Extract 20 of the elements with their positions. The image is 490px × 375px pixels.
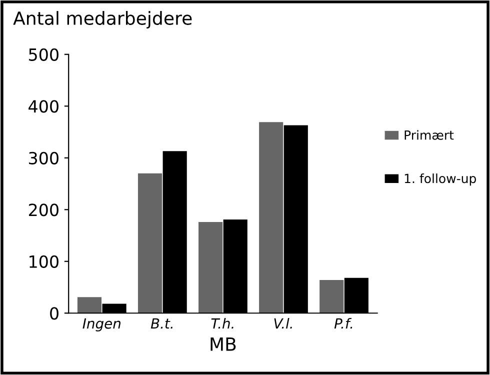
bar [138,173,162,314]
legend-label: 1. follow-up [404,174,476,186]
x-tick-label: V.l. [274,318,292,329]
y-tick-label: 0 [50,307,58,320]
y-tick-label: 500 [29,48,58,61]
x-tick-label: T.h. [211,318,234,329]
bar [259,122,284,314]
bar [77,297,102,314]
y-tick-label: 200 [28,204,58,216]
x-axis-title: MB [210,338,236,351]
y-tick-label: 300 [29,152,58,164]
x-tick-label: P.f. [334,318,352,329]
bar [198,222,223,314]
legend-label: Primært [404,130,454,140]
y-tick-label: 100 [30,255,58,268]
y-tick-label: 400 [28,100,58,113]
x-tick-label: Ingen [82,318,120,332]
x-tick-label: B.t. [150,318,172,329]
y-axis-title: Antal medarbejdere [13,11,192,28]
bar [320,280,344,314]
